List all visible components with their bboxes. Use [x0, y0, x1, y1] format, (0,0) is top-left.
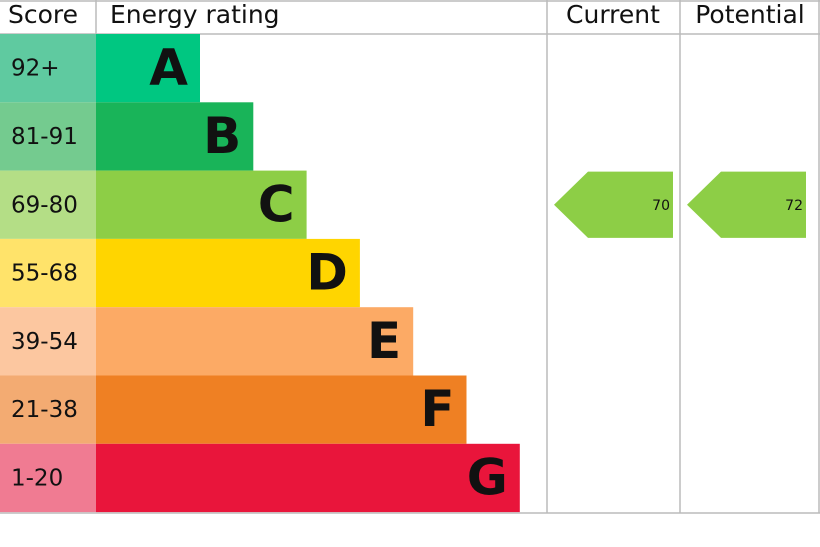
header: Current — [566, 0, 660, 29]
score-label: 1-20 — [11, 465, 63, 491]
rating-bar — [96, 375, 467, 444]
rating-bar — [96, 238, 360, 308]
score-cell — [0, 307, 96, 376]
header: Energy rating — [110, 0, 280, 29]
header: Potential — [695, 0, 805, 29]
score-label: 81-91 — [11, 124, 78, 150]
rating-arrow — [554, 171, 673, 238]
score-label: 39-54 — [11, 329, 78, 355]
score-label: 21-38 — [11, 397, 78, 423]
rating-letter: D — [306, 244, 348, 302]
rating-letter: F — [420, 380, 454, 438]
rating-letter: B — [203, 107, 241, 165]
rating-bar — [96, 102, 254, 171]
score-cell — [0, 34, 96, 103]
rating-value: 70 — [652, 198, 670, 214]
score-cell — [0, 102, 96, 171]
score-cell — [0, 443, 96, 513]
rating-arrow — [687, 171, 806, 238]
rating-bar — [96, 170, 307, 239]
score-cell — [0, 170, 96, 239]
score-cell — [0, 375, 96, 444]
rating-bar — [96, 307, 414, 376]
rating-letter: E — [367, 312, 401, 370]
rating-value: 72 — [785, 198, 803, 214]
rating-letter: A — [149, 39, 188, 97]
score-label: 55-68 — [11, 261, 78, 287]
rating-bar — [96, 34, 200, 103]
header: Score — [8, 0, 78, 29]
score-cell — [0, 238, 96, 308]
rating-bar — [96, 443, 520, 513]
score-label: 69-80 — [11, 192, 78, 218]
rating-letter: C — [258, 175, 295, 233]
score-label: 92+ — [11, 56, 60, 82]
rating-letter: G — [467, 448, 508, 506]
